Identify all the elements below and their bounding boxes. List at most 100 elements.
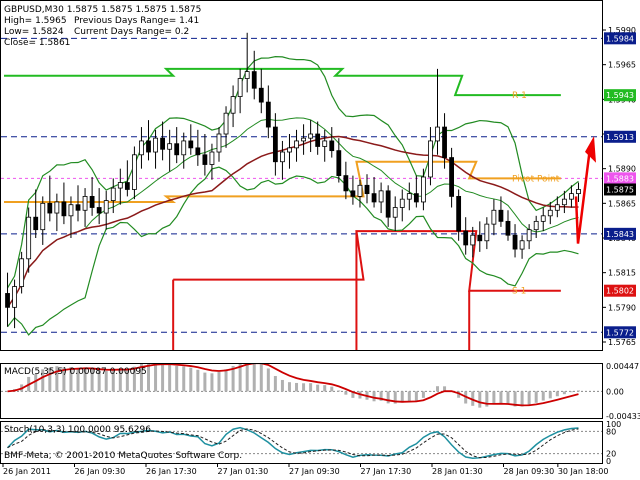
macd-bar xyxy=(76,367,80,392)
macd-bar xyxy=(132,366,136,392)
candle xyxy=(209,151,215,165)
macd-bar xyxy=(147,364,150,392)
macd-bar xyxy=(576,390,580,392)
macd-bar xyxy=(372,391,376,402)
candle xyxy=(26,216,32,260)
macd-bar xyxy=(323,385,327,392)
candle xyxy=(258,87,264,103)
candle xyxy=(33,216,39,231)
macd-bar xyxy=(62,367,66,392)
macd-bar xyxy=(436,386,439,392)
macd-bar xyxy=(555,391,559,397)
macd-bar xyxy=(330,386,334,392)
candle xyxy=(491,209,497,225)
candle xyxy=(68,204,74,217)
candle xyxy=(301,137,306,142)
candle xyxy=(251,71,257,89)
macd-bar xyxy=(97,370,101,392)
macd-bar xyxy=(351,391,355,398)
x-tick-label: 27 Jan 01:30 xyxy=(218,467,269,476)
y-tick-label: 1.5890 xyxy=(608,165,636,174)
trend-arrow xyxy=(574,147,592,244)
macd-bar xyxy=(344,391,348,395)
candle xyxy=(139,140,144,156)
candle xyxy=(89,195,95,208)
macd-bar xyxy=(562,391,566,395)
macd-bar xyxy=(520,391,524,407)
macd-bar xyxy=(337,390,341,392)
candle xyxy=(47,202,53,214)
price-label: 1.5883 xyxy=(606,174,634,183)
candle xyxy=(336,150,342,176)
candle xyxy=(167,143,173,150)
candle xyxy=(329,140,335,152)
stoch-tick-label: 100 xyxy=(606,420,621,429)
candle xyxy=(470,234,476,246)
candle xyxy=(435,126,440,142)
candle xyxy=(132,154,137,190)
macd-bar xyxy=(421,391,425,398)
price-label-box xyxy=(604,172,636,185)
x-tick-label: 26 Jan 09:30 xyxy=(75,467,126,476)
macd-bar xyxy=(428,391,432,392)
candle xyxy=(456,195,462,232)
info-close: Close= 1.5861 xyxy=(4,38,70,48)
x-tick-label: 28 Jan 01:30 xyxy=(432,467,483,476)
pivot-label: Pivot Point xyxy=(512,174,560,184)
macd-bar xyxy=(189,367,193,392)
macd-bar xyxy=(196,369,200,392)
candle xyxy=(322,140,328,147)
candle xyxy=(188,140,194,149)
stoch-tick-label: 80 xyxy=(606,427,616,436)
macd-bar xyxy=(316,384,320,392)
candle xyxy=(540,215,546,222)
price-label-box xyxy=(604,89,636,102)
price-axis: 1.59901.59651.59401.59151.58901.58651.58… xyxy=(602,26,636,347)
bollinger-lower xyxy=(7,166,579,336)
candle xyxy=(371,193,377,203)
candle xyxy=(280,151,285,163)
candle xyxy=(287,147,292,153)
candle xyxy=(40,202,46,231)
candle xyxy=(146,140,151,153)
macd-tick-label: -0.00433 xyxy=(606,412,640,421)
macd-bar xyxy=(534,391,538,403)
macd-bar xyxy=(443,386,447,392)
y-tick-label: 1.5965 xyxy=(608,61,636,70)
macd-bar xyxy=(492,391,496,405)
macd-bar xyxy=(175,366,179,392)
candle xyxy=(498,209,504,222)
pivot-label: R 1 xyxy=(512,91,527,101)
price-label-box xyxy=(604,130,636,143)
candle xyxy=(406,193,412,200)
macd-bar xyxy=(34,373,38,392)
macd-bar xyxy=(478,391,482,408)
macd-bar xyxy=(224,369,228,392)
macd-bar xyxy=(125,369,129,392)
candle xyxy=(181,140,187,156)
candle xyxy=(526,229,532,242)
candle xyxy=(428,140,433,178)
macd-bar xyxy=(83,367,87,392)
candle xyxy=(308,133,314,139)
stoch-signal xyxy=(7,428,579,459)
macd-tick-label: 0.00 xyxy=(606,387,624,396)
macd-bar xyxy=(548,391,552,399)
macd-bar xyxy=(386,391,390,404)
macd-bar xyxy=(541,391,545,401)
price-label: 1.5843 xyxy=(606,230,634,239)
x-tick-label: 26 Jan 2011 xyxy=(3,467,51,476)
stoch-panel xyxy=(0,421,603,464)
candle xyxy=(54,201,60,214)
candle xyxy=(505,220,511,236)
candle xyxy=(463,230,469,246)
y-tick-label: 1.5815 xyxy=(608,269,636,278)
candle xyxy=(421,176,426,203)
candle xyxy=(103,200,109,214)
info-low: Low= 1.5824 xyxy=(4,27,64,37)
price-label-box xyxy=(604,284,636,297)
macd-bar xyxy=(161,364,165,392)
candle xyxy=(265,101,271,128)
candle xyxy=(364,184,370,195)
macd-bar xyxy=(569,391,573,393)
